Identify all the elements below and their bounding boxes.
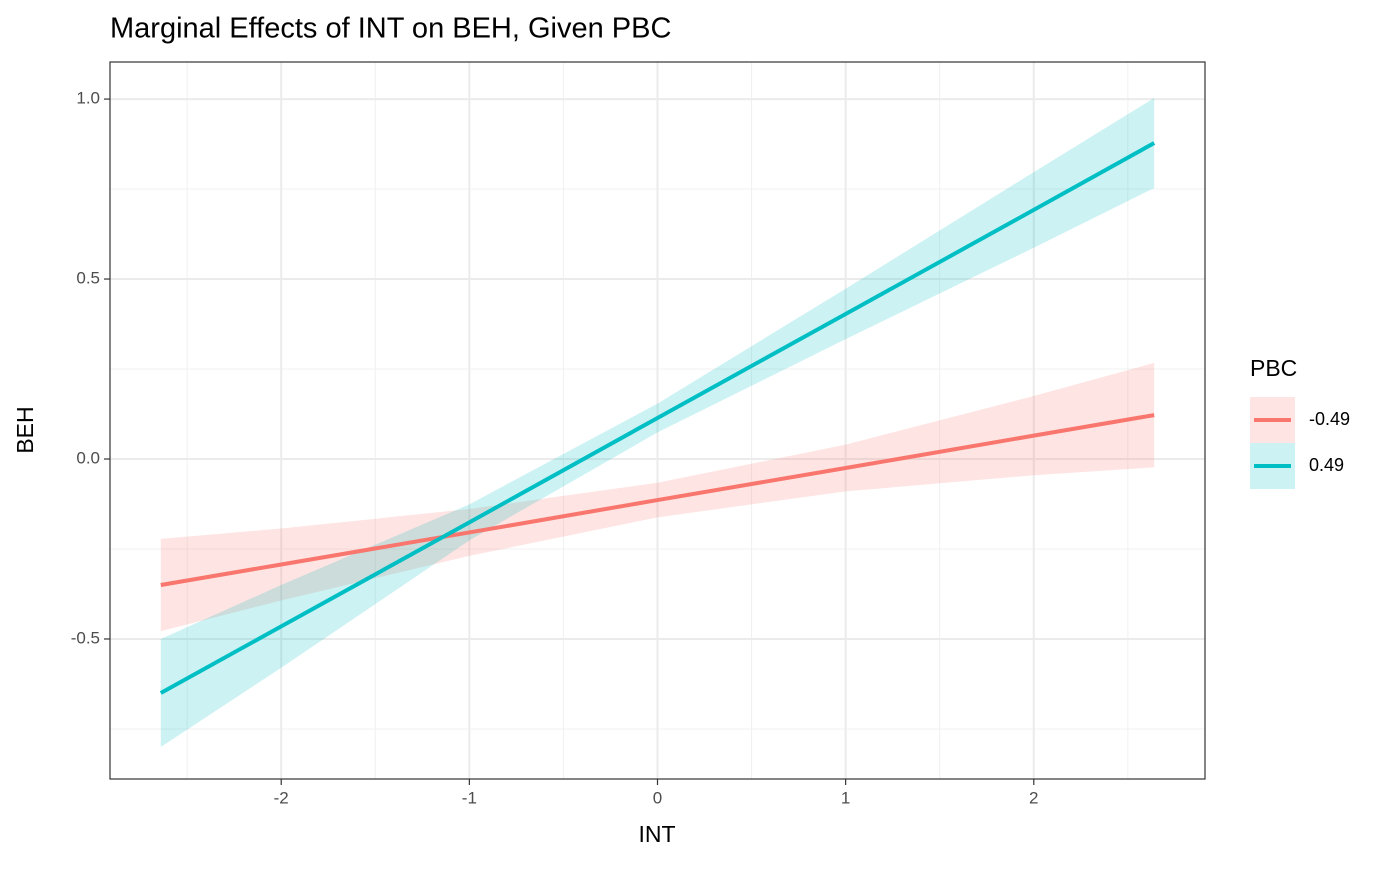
y-tick-label: -0.5 xyxy=(71,628,100,647)
line xyxy=(160,413,1155,587)
x-axis-label: INT xyxy=(638,821,675,847)
x-tick-label: -1 xyxy=(462,788,477,807)
x-tick-label: 1 xyxy=(841,788,850,807)
x-tick-label: -2 xyxy=(274,788,289,807)
x-tick-label: 2 xyxy=(1029,788,1038,807)
confidence-band xyxy=(160,362,1155,632)
x-tick-label: 0 xyxy=(653,788,662,807)
y-tick-label: 0.0 xyxy=(76,448,100,467)
confidence-band xyxy=(160,97,1155,747)
y-tick-label: 0.5 xyxy=(76,269,100,288)
legend-label: 0.49 xyxy=(1309,455,1344,475)
chart-title: Marginal Effects of INT on BEH, Given PB… xyxy=(110,13,671,45)
legend-title: PBC xyxy=(1250,355,1297,381)
line xyxy=(159,141,1156,695)
plot-border xyxy=(109,61,1206,780)
y-tick-label: 1.0 xyxy=(76,89,100,108)
y-axis-label: BEH xyxy=(12,406,38,453)
legend-label: -0.49 xyxy=(1309,409,1350,429)
